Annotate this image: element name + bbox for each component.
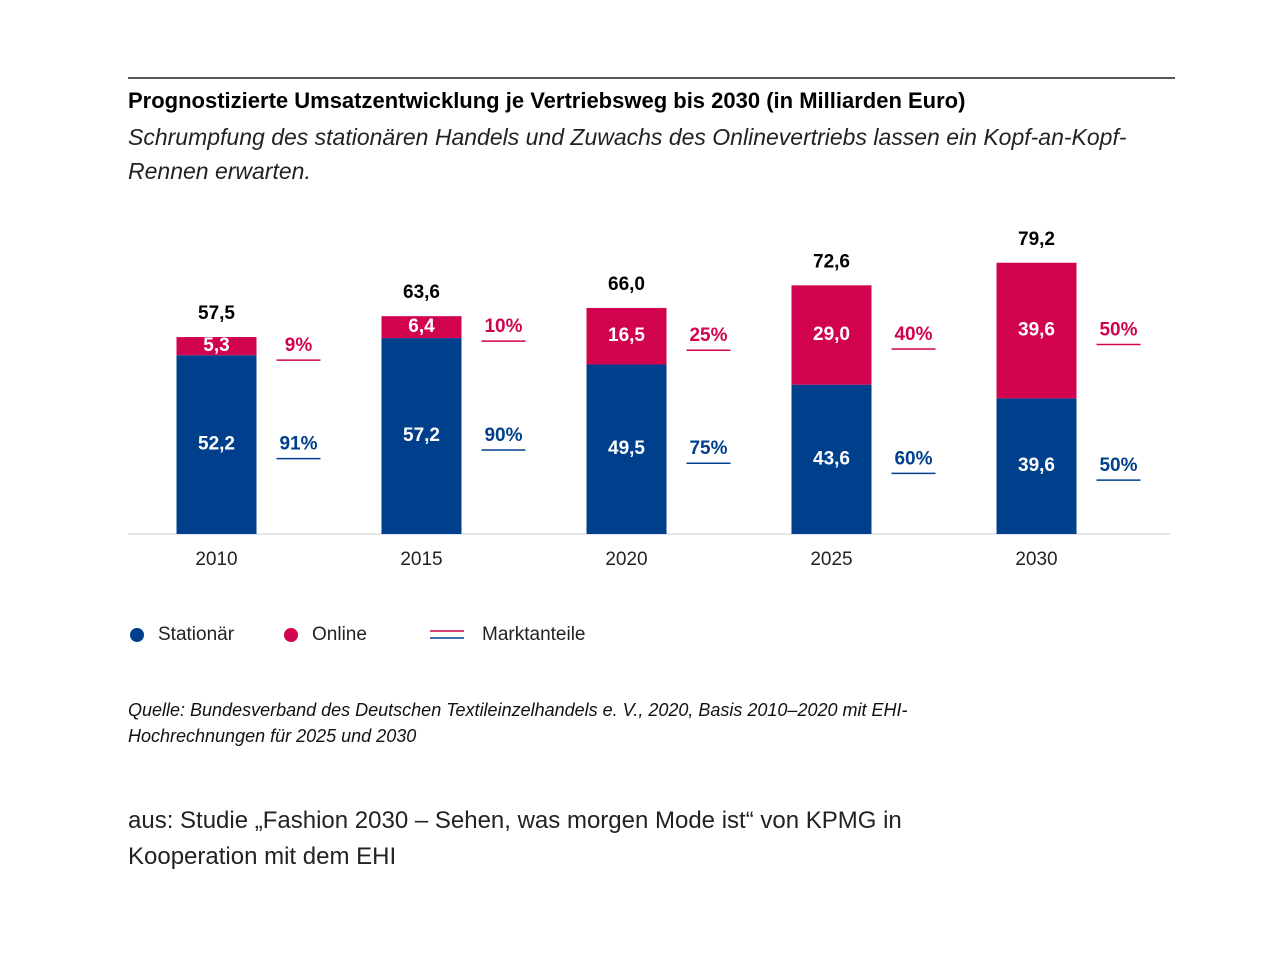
value-label: 43,6 xyxy=(813,448,850,469)
source-note: Quelle: Bundesverband des Deutschen Text… xyxy=(128,700,908,746)
bar-segment xyxy=(791,384,872,534)
share-label: 91% xyxy=(279,434,317,455)
total-label: 57,5 xyxy=(198,303,235,324)
x-tick-label: 2020 xyxy=(605,549,647,570)
bar-segment xyxy=(996,262,1077,399)
value-label: 39,6 xyxy=(1018,320,1055,341)
bar-segment xyxy=(176,337,257,356)
value-label: 39,6 xyxy=(1018,455,1055,476)
value-label: 16,5 xyxy=(608,325,645,346)
legend-marker xyxy=(130,628,144,642)
share-label: 50% xyxy=(1099,455,1137,476)
share-label: 25% xyxy=(689,325,727,346)
value-label: 57,2 xyxy=(403,425,440,446)
bar-segment xyxy=(381,316,462,339)
legend-marker xyxy=(284,628,298,642)
bar-segment xyxy=(791,285,872,385)
value-label: 6,4 xyxy=(408,316,435,337)
x-tick-label: 2030 xyxy=(1015,549,1057,570)
legend-label: Online xyxy=(312,624,367,645)
bar-segment xyxy=(381,338,462,534)
share-label: 50% xyxy=(1099,320,1137,341)
bar-segment xyxy=(586,364,667,534)
chart-subtitle: Schrumpfung des stationären Handels und … xyxy=(128,124,1127,184)
x-tick-label: 2025 xyxy=(810,549,852,570)
legend-label: Marktanteile xyxy=(482,624,586,645)
share-label: 90% xyxy=(484,425,522,446)
chart-title: Prognostizierte Umsatzentwicklung je Ver… xyxy=(128,88,966,113)
bar-segment xyxy=(996,398,1077,534)
value-label: 52,2 xyxy=(198,434,235,455)
value-label: 49,5 xyxy=(608,438,645,459)
total-label: 79,2 xyxy=(1018,229,1055,250)
total-label: 66,0 xyxy=(608,274,645,295)
value-label: 5,3 xyxy=(203,335,229,356)
x-tick-label: 2010 xyxy=(195,549,237,570)
share-label: 10% xyxy=(484,316,522,337)
footer-note: aus: Studie „Fashion 2030 – Sehen, was m… xyxy=(128,807,902,870)
share-label: 75% xyxy=(689,438,727,459)
bar-segment xyxy=(586,307,667,365)
share-label: 9% xyxy=(285,335,313,356)
x-tick-label: 2015 xyxy=(400,549,442,570)
total-label: 63,6 xyxy=(403,282,440,303)
total-label: 72,6 xyxy=(813,251,850,272)
bar-segment xyxy=(176,355,257,534)
share-label: 60% xyxy=(894,448,932,469)
legend-label: Stationär xyxy=(158,624,235,645)
value-label: 29,0 xyxy=(813,324,850,345)
share-label: 40% xyxy=(894,324,932,345)
